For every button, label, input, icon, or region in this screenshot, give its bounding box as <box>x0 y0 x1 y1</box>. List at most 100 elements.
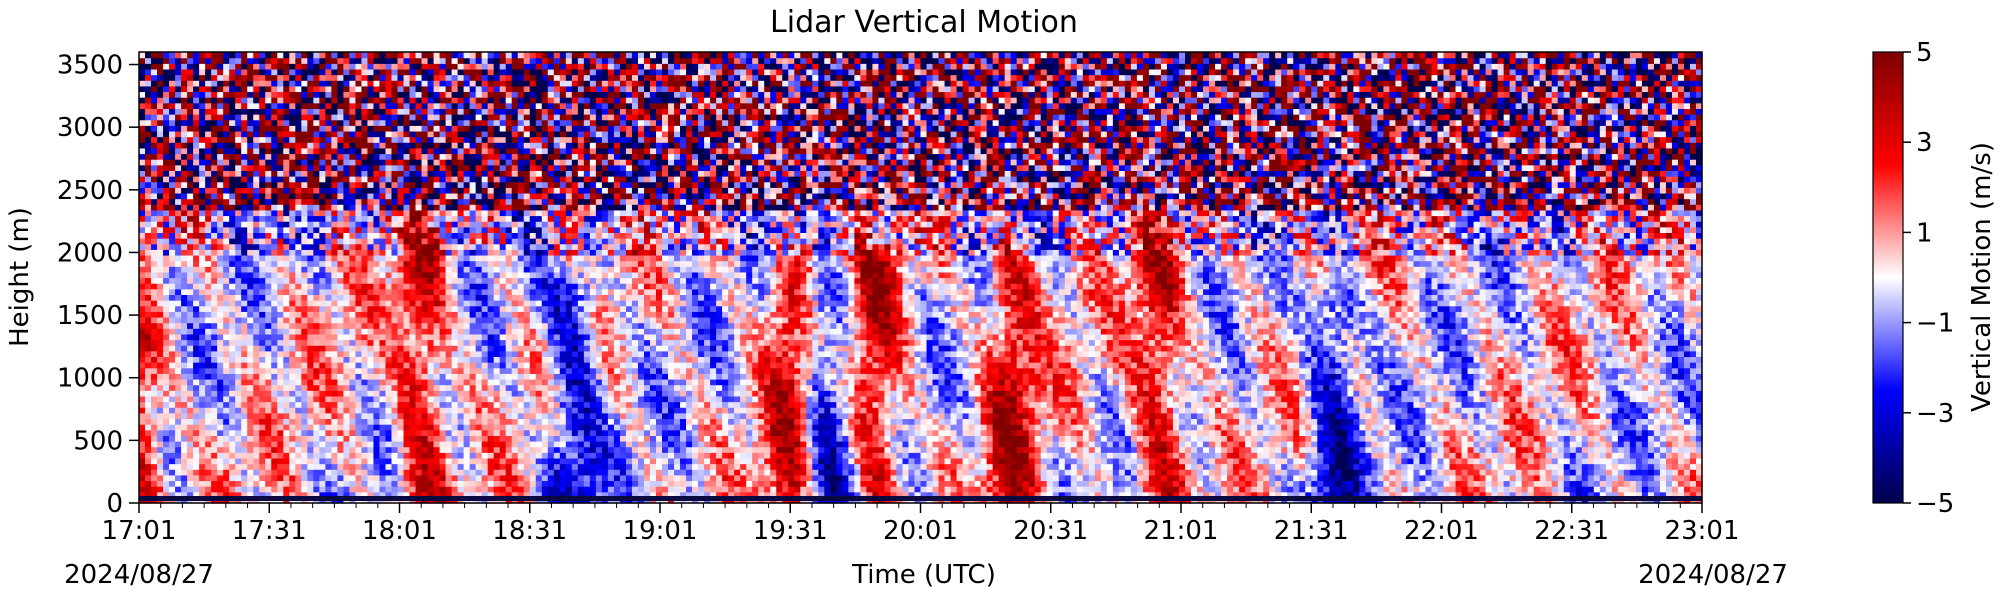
heatmap-cell <box>969 413 976 419</box>
heatmap-cell <box>313 475 320 481</box>
heatmap-cell <box>824 464 831 470</box>
heatmap-cell <box>1329 424 1336 430</box>
heatmap-cell <box>277 469 284 475</box>
heatmap-cell <box>1654 480 1661 486</box>
heatmap-cell <box>217 480 224 486</box>
heatmap-cell <box>398 435 405 441</box>
heatmap-cell <box>488 441 495 447</box>
heatmap-cell <box>518 452 525 458</box>
heatmap-cell <box>848 464 855 470</box>
heatmap-cell <box>1407 464 1414 470</box>
heatmap-cell <box>319 413 326 419</box>
heatmap-cell <box>951 447 958 453</box>
heatmap-cell <box>993 402 1000 408</box>
heatmap-cell <box>957 475 964 481</box>
heatmap-cell <box>1113 430 1120 436</box>
heatmap-cell <box>1053 435 1060 441</box>
heatmap-cell <box>927 464 934 470</box>
heatmap-cell <box>668 486 675 492</box>
heatmap-cell <box>229 418 236 424</box>
heatmap-cell <box>1516 464 1523 470</box>
heatmap-cell <box>704 407 711 413</box>
heatmap-cell <box>963 469 970 475</box>
heatmap-cell <box>253 441 260 447</box>
heatmap-cell <box>157 452 164 458</box>
heatmap-cell <box>662 413 669 419</box>
heatmap-cell <box>1221 424 1228 430</box>
heatmap-cell <box>710 452 717 458</box>
heatmap-cell <box>632 435 639 441</box>
heatmap-cell <box>644 458 651 464</box>
heatmap-cell <box>1107 469 1114 475</box>
heatmap-cell <box>908 447 915 453</box>
heatmap-cell <box>422 469 429 475</box>
heatmap-cell <box>193 458 200 464</box>
heatmap-cell <box>1335 475 1342 481</box>
heatmap-cell <box>506 458 513 464</box>
heatmap-cell <box>1335 447 1342 453</box>
heatmap-cell <box>1083 435 1090 441</box>
heatmap-cell <box>476 480 483 486</box>
heatmap-cell <box>728 413 735 419</box>
heatmap-cell <box>776 435 783 441</box>
heatmap-cell <box>800 486 807 492</box>
heatmap-cell <box>1564 486 1571 492</box>
heatmap-cell <box>1041 452 1048 458</box>
heatmap-cell <box>878 486 885 492</box>
heatmap-cell <box>1125 475 1132 481</box>
heatmap-cell <box>1335 424 1342 430</box>
heatmap-cell <box>1311 464 1318 470</box>
heatmap-cell <box>205 396 212 402</box>
heatmap-cell <box>1059 458 1066 464</box>
heatmap-cell <box>1552 402 1559 408</box>
heatmap-cell <box>217 435 224 441</box>
heatmap-cell <box>398 424 405 430</box>
heatmap-cell <box>1137 418 1144 424</box>
heatmap-cell <box>1630 458 1637 464</box>
heatmap-cell <box>1347 402 1354 408</box>
heatmap-cell <box>199 441 206 447</box>
heatmap-cell <box>752 458 759 464</box>
heatmap-cell <box>1191 475 1198 481</box>
heatmap-cell <box>524 480 531 486</box>
heatmap-cell <box>1468 407 1475 413</box>
heatmap-cell <box>896 418 903 424</box>
heatmap-cell <box>1011 435 1018 441</box>
heatmap-cell <box>656 447 663 453</box>
heatmap-cell <box>199 430 206 436</box>
heatmap-cell <box>1167 475 1174 481</box>
heatmap-cell <box>1630 413 1637 419</box>
heatmap-cell <box>572 475 579 481</box>
heatmap-cell <box>1089 452 1096 458</box>
heatmap-cell <box>758 464 765 470</box>
heatmap-cell <box>1077 486 1084 492</box>
heatmap-cell <box>169 469 176 475</box>
heatmap-cell <box>277 390 284 396</box>
heatmap-cell <box>1480 413 1487 419</box>
heatmap-cell <box>1137 447 1144 453</box>
heatmap-cell <box>1642 435 1649 441</box>
heatmap-cell <box>524 441 531 447</box>
heatmap-cell <box>1317 418 1324 424</box>
heatmap-cell <box>289 402 296 408</box>
heatmap-cell <box>1065 424 1072 430</box>
heatmap-cell <box>1191 441 1198 447</box>
heatmap-cell <box>307 458 314 464</box>
heatmap-cell <box>1684 480 1691 486</box>
heatmap-cell <box>1167 435 1174 441</box>
heatmap-cell <box>1630 464 1637 470</box>
heatmap-cell <box>1305 424 1312 430</box>
heatmap-cell <box>1600 396 1607 402</box>
heatmap-cell <box>746 464 753 470</box>
heatmap-cell <box>319 458 326 464</box>
heatmap-cell <box>560 447 567 453</box>
heatmap-cell <box>1161 447 1168 453</box>
heatmap-cell <box>404 418 411 424</box>
heatmap-cell <box>686 464 693 470</box>
heatmap-cell <box>1263 407 1270 413</box>
heatmap-cell <box>331 435 338 441</box>
heatmap-cell <box>758 396 765 402</box>
heatmap-cell <box>987 407 994 413</box>
heatmap-cell <box>1155 396 1162 402</box>
heatmap-cell <box>1413 475 1420 481</box>
